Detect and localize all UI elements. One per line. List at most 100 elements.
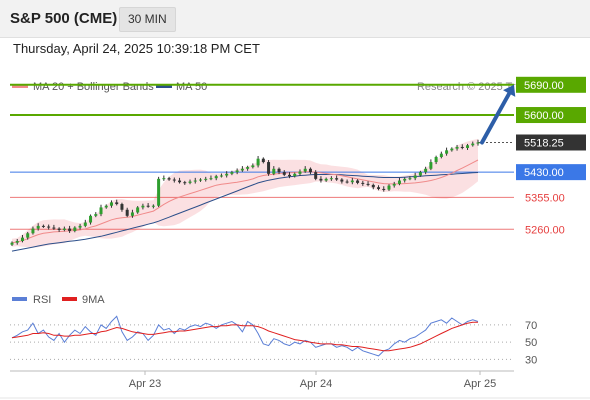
- candle-body: [188, 181, 192, 183]
- candle-body: [136, 207, 140, 213]
- candle-body: [387, 185, 391, 190]
- candle: [251, 163, 255, 169]
- candle: [47, 224, 51, 230]
- candle-body: [162, 178, 166, 180]
- candle-body: [267, 162, 271, 174]
- candle: [136, 206, 140, 214]
- candle: [361, 180, 365, 186]
- candle-body: [261, 158, 265, 163]
- candle-body: [251, 165, 255, 168]
- candle: [183, 180, 187, 185]
- candle: [89, 214, 93, 225]
- pivot-level-label: 5430.00: [524, 167, 564, 179]
- instrument-title: S&P 500 (CME): [10, 10, 118, 27]
- candle-body: [439, 153, 443, 158]
- candle-body: [371, 184, 375, 188]
- candle: [413, 172, 417, 181]
- candle-body: [57, 228, 61, 230]
- candle-body: [445, 150, 449, 154]
- candle-body: [335, 178, 339, 180]
- candle: [418, 170, 422, 177]
- candle-body: [298, 171, 302, 174]
- candle-body: [31, 228, 35, 234]
- bollinger-band: [12, 138, 478, 248]
- candle: [157, 176, 161, 208]
- candle-body: [366, 183, 370, 185]
- candle-body: [293, 173, 297, 177]
- candle: [225, 171, 229, 178]
- candle: [445, 147, 449, 156]
- candle: [377, 185, 381, 191]
- candle: [41, 224, 45, 228]
- candle: [335, 175, 339, 181]
- candle: [350, 177, 354, 185]
- candle: [146, 203, 150, 208]
- candle-body: [324, 178, 328, 181]
- candle-body: [130, 212, 134, 216]
- candle: [68, 225, 72, 233]
- candle: [188, 179, 192, 185]
- candle: [246, 165, 250, 171]
- rsi-ma-legend-label: 9MA: [82, 294, 105, 306]
- candle: [439, 151, 443, 159]
- candle-body: [377, 187, 381, 189]
- candle-body: [288, 174, 292, 177]
- candle: [308, 167, 312, 175]
- candle-body: [219, 175, 223, 177]
- current-price-label: 5518.25: [524, 137, 564, 149]
- candle-body: [83, 222, 87, 226]
- candle-body: [240, 168, 244, 171]
- rsi-plot-area: 70 50 30: [10, 315, 537, 366]
- candle: [20, 234, 24, 243]
- candle-body: [141, 205, 145, 208]
- candle-body: [26, 233, 30, 238]
- ma20-legend-swatch: [12, 84, 28, 88]
- candle-body: [172, 179, 176, 181]
- candle: [198, 178, 202, 182]
- timeframe-button[interactable]: 30 MIN: [119, 7, 176, 32]
- candle: [73, 226, 77, 233]
- candle-body: [115, 202, 119, 205]
- candle-body: [183, 182, 187, 184]
- forecast-arrow-head: [503, 84, 516, 97]
- candle-body: [429, 162, 433, 169]
- candle-body: [403, 178, 407, 181]
- candle: [288, 172, 292, 179]
- candle-body: [41, 225, 45, 227]
- candle: [429, 159, 433, 171]
- candle: [256, 156, 260, 168]
- header-bar: S&P 500 (CME) 30 MIN: [0, 0, 590, 38]
- resistance-level-label-bg: [516, 76, 586, 93]
- rsi-tick-label: 50: [525, 337, 537, 349]
- rsi-ma-line: [11, 321, 478, 352]
- candle-body: [413, 175, 417, 179]
- candle: [424, 166, 428, 175]
- candle-body: [418, 172, 422, 176]
- rsi-tick-label: 70: [525, 320, 537, 332]
- candle-body: [277, 168, 281, 173]
- candle-body: [308, 168, 312, 173]
- candle-body: [314, 172, 318, 179]
- candle-body: [256, 158, 260, 166]
- candle-body: [15, 241, 19, 243]
- x-tick-label: Apr 25: [464, 378, 496, 390]
- candle: [382, 186, 386, 192]
- ma50-legend-label: MA 50: [176, 81, 207, 93]
- candle-body: [450, 148, 454, 151]
- candle-body: [471, 143, 475, 146]
- candle-body: [235, 170, 239, 173]
- candle-body: [20, 237, 24, 242]
- candle: [230, 170, 234, 176]
- candle: [204, 176, 208, 182]
- candle: [15, 238, 19, 245]
- candle-body: [68, 228, 72, 231]
- candle: [345, 179, 349, 184]
- candle: [319, 176, 323, 183]
- candle-body: [350, 180, 354, 183]
- candle: [387, 184, 391, 191]
- pivot-level-label-bg: [516, 164, 586, 181]
- candle-body: [125, 209, 129, 216]
- rsi-legend-label: RSI: [33, 294, 51, 306]
- candle: [476, 139, 480, 146]
